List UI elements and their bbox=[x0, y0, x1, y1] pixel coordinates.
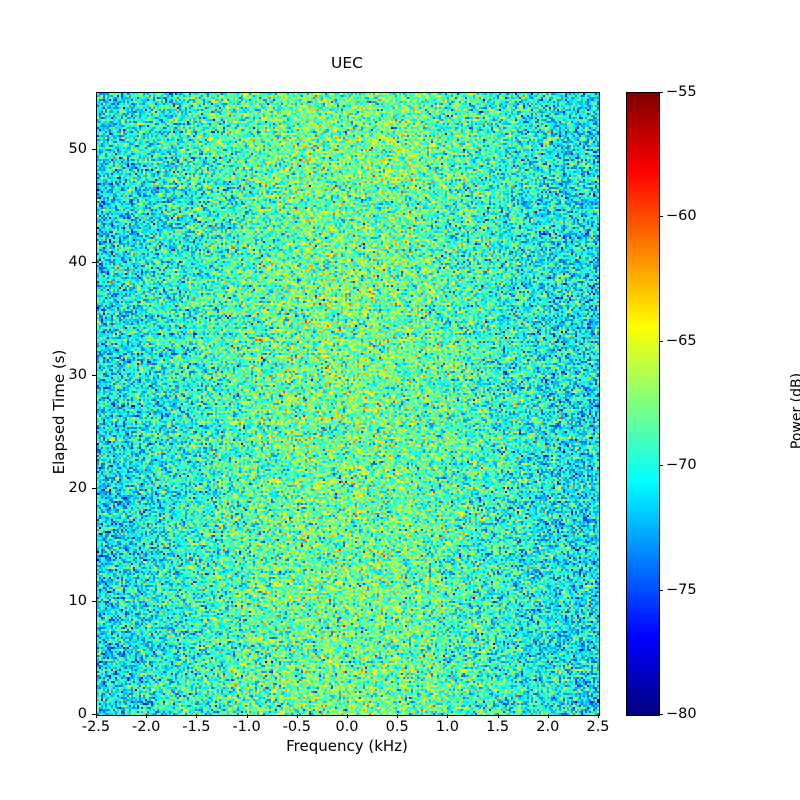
y-tick-label: 20 bbox=[68, 479, 87, 496]
colorbar-tick-mark bbox=[659, 589, 663, 591]
x-tick-mark bbox=[347, 714, 348, 718]
y-axis-label: Elapsed Time (s) bbox=[50, 349, 68, 475]
colorbar-tick-mark bbox=[659, 92, 663, 93]
x-tick-label: 0.5 bbox=[385, 719, 409, 735]
colorbar-label: Power (dB) bbox=[789, 372, 800, 450]
colorbar-tick-label: −80 bbox=[666, 706, 697, 722]
colorbar-tick-mark bbox=[659, 340, 663, 342]
y-tick-mark bbox=[92, 261, 96, 263]
y-tick-label: 10 bbox=[68, 592, 87, 609]
x-tick-mark bbox=[96, 714, 97, 718]
colorbar-tick-label: −70 bbox=[666, 457, 697, 474]
x-tick-label: 1.0 bbox=[435, 719, 459, 735]
y-tick-label: 30 bbox=[68, 366, 87, 383]
x-tick-mark bbox=[296, 714, 298, 718]
spectrogram-plot-area bbox=[96, 92, 600, 716]
x-axis-label: Frequency (kHz) bbox=[286, 737, 408, 755]
x-tick-label: -2.5 bbox=[81, 719, 111, 735]
colorbar-gradient bbox=[627, 93, 659, 715]
x-tick-mark bbox=[497, 714, 499, 718]
colorbar-tick-label: −75 bbox=[666, 581, 697, 598]
spectrogram-image bbox=[97, 93, 599, 715]
x-tick-label: -1.0 bbox=[232, 719, 261, 735]
colorbar-tick-label: −60 bbox=[666, 208, 697, 225]
x-tick-label: 0.0 bbox=[335, 719, 359, 735]
y-tick-label: 40 bbox=[68, 253, 87, 270]
colorbar-tick-label: −55 bbox=[666, 84, 697, 100]
colorbar-tick-mark bbox=[659, 714, 663, 715]
y-tick-mark bbox=[92, 487, 96, 489]
x-tick-mark bbox=[447, 714, 449, 718]
x-tick-mark bbox=[196, 714, 198, 718]
colorbar-tick-label: −65 bbox=[666, 332, 697, 349]
x-tick-mark bbox=[397, 714, 399, 718]
x-tick-mark bbox=[598, 714, 599, 718]
x-tick-mark bbox=[246, 714, 248, 718]
x-tick-mark bbox=[547, 714, 549, 718]
y-tick-mark bbox=[92, 600, 96, 602]
title-line-station: UEC bbox=[331, 54, 363, 72]
colorbar-tick-mark bbox=[659, 216, 663, 218]
x-tick-label: 2.5 bbox=[586, 719, 610, 735]
y-tick-mark bbox=[92, 374, 96, 376]
x-tick-label: 2.0 bbox=[536, 719, 560, 735]
x-tick-label: -1.5 bbox=[182, 719, 211, 735]
y-tick-label: 50 bbox=[68, 140, 87, 157]
x-tick-label: 1.5 bbox=[486, 719, 510, 735]
colorbar bbox=[626, 92, 660, 716]
x-tick-label: -2.0 bbox=[132, 719, 161, 735]
x-tick-mark bbox=[146, 714, 148, 718]
x-tick-label: -0.5 bbox=[282, 719, 311, 735]
colorbar-tick-mark bbox=[659, 465, 663, 467]
y-tick-mark bbox=[92, 148, 96, 150]
y-tick-mark bbox=[92, 714, 96, 715]
y-tick-label: 0 bbox=[77, 706, 87, 722]
